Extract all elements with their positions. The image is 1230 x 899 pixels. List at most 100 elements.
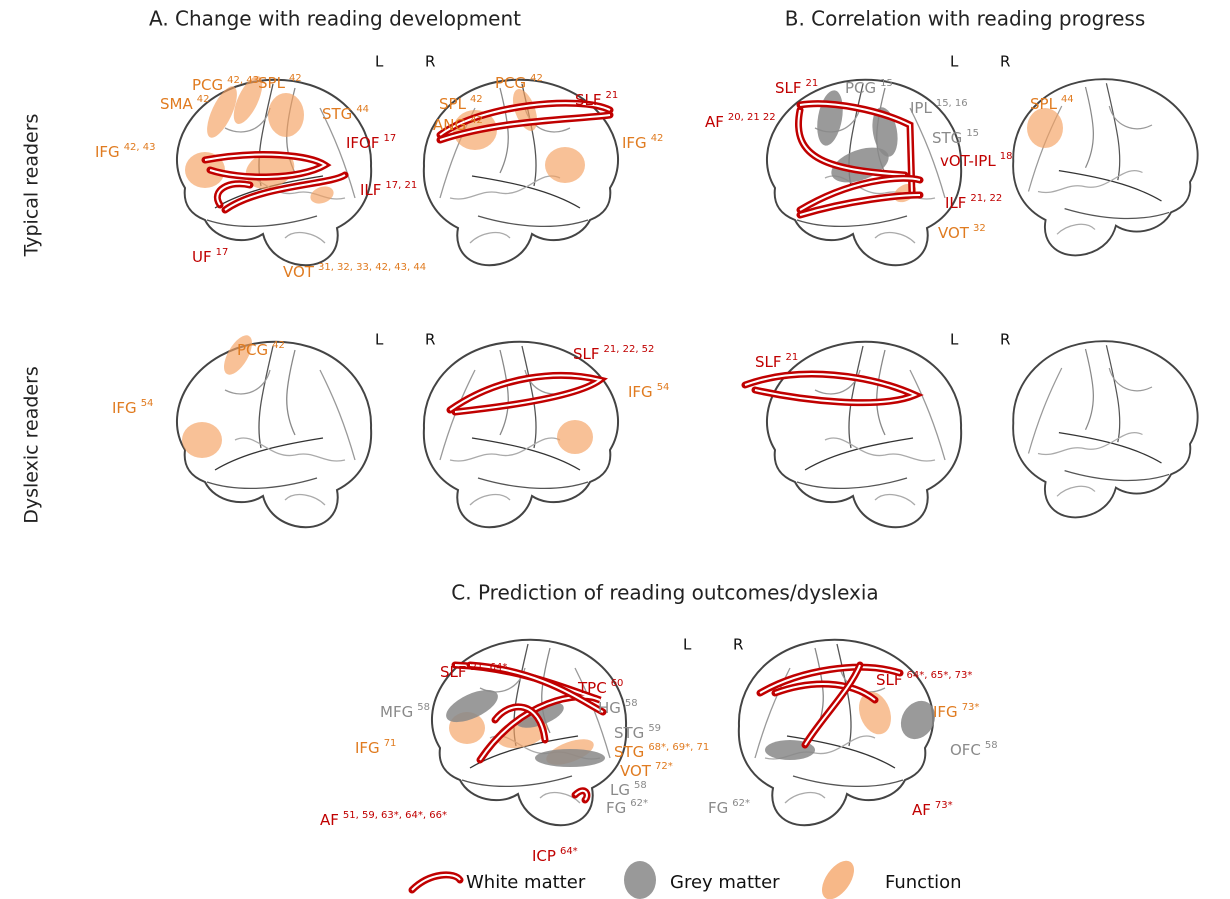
hemisphere-label: R <box>1000 331 1010 349</box>
region-label: MFG58 <box>380 702 430 721</box>
region-name: IPL <box>910 99 932 117</box>
region-name: SPL <box>1030 95 1058 113</box>
reference: 21, 22 <box>970 193 1002 204</box>
region-name: HG <box>598 699 621 717</box>
function-area <box>545 147 585 183</box>
reference: 72* <box>655 761 673 772</box>
reference: 42 <box>470 94 483 105</box>
reference: 44 <box>356 104 369 115</box>
reference: 54 <box>141 398 154 409</box>
region-name: SLF <box>575 91 602 109</box>
reference: 58 <box>625 698 638 709</box>
legend-grey <box>624 861 656 899</box>
region-name: SLF <box>573 345 600 363</box>
region-name: SPL <box>439 95 467 113</box>
region-name: STG <box>322 105 352 123</box>
region-label: IFOF17 <box>346 133 396 152</box>
reference: 15 <box>880 78 893 89</box>
region-label: STG 15 <box>932 128 979 147</box>
region-name: PCG <box>495 74 526 92</box>
region-name: IFG <box>355 739 380 757</box>
region-label: SLF 21, 22, 52 <box>573 344 654 363</box>
function-area <box>1027 108 1063 148</box>
region-label: IFG 71 <box>355 738 396 757</box>
reference: 64*, 65*, 73* <box>907 670 973 681</box>
reference: 32 <box>973 223 986 234</box>
region-name: IFG <box>933 703 958 721</box>
reference: 71 <box>384 738 397 749</box>
region-label: IFG 42 <box>622 133 663 152</box>
region-name: SLF <box>440 663 467 681</box>
region-name: VOT <box>283 263 315 281</box>
region-name: STG <box>614 724 644 742</box>
region-name: FG <box>606 799 626 817</box>
region-label: IFG 73* <box>933 702 979 721</box>
reference: 20, 21 22 <box>728 112 776 123</box>
reference: 31, 32, 33, 42, 43, 44 <box>318 262 426 273</box>
legend-function <box>816 855 861 899</box>
grey-matter <box>535 749 605 767</box>
region-label: VOT31, 32, 33, 42, 43, 44 <box>283 262 426 281</box>
region-label: AF 20, 21 22 <box>705 112 776 131</box>
region-name: ANG <box>433 116 466 134</box>
reference: 42 <box>289 73 302 84</box>
region-name: VOT <box>938 224 970 242</box>
reference: 64* <box>560 846 578 857</box>
legend-label: Function <box>885 872 962 893</box>
function-area <box>182 422 222 458</box>
region-label: STG68*, 69*, 71 <box>614 742 709 761</box>
brain-outline <box>1013 341 1197 517</box>
panel-title: B. Correlation with reading progress <box>785 7 1146 31</box>
figure: A. Change with reading development B. Co… <box>0 0 1230 899</box>
function-area <box>268 93 304 137</box>
function-area <box>557 420 593 454</box>
reference: 42 <box>530 73 543 84</box>
reference: 21, 22, 52 <box>604 344 655 355</box>
region-name: FG <box>708 799 728 817</box>
reference: 17 <box>216 247 229 258</box>
region-label: STG 59 <box>614 723 661 742</box>
region-name: SLF <box>876 671 903 689</box>
region-name: SMA <box>160 95 193 113</box>
region-name: UF <box>192 248 212 266</box>
region-name: STG <box>614 743 644 761</box>
region-name: AF <box>912 801 931 819</box>
reference: 51, 59, 63*, 64*, 66* <box>343 810 447 821</box>
reference: 17 <box>384 133 397 144</box>
region-name: AF <box>705 113 724 131</box>
region-label: SLF21 <box>575 90 618 109</box>
region-label: ILF 21, 22 <box>945 193 1002 212</box>
region-name: IFG <box>95 143 120 161</box>
region-name: SLF <box>755 353 782 371</box>
region-label: UF 17 <box>192 247 228 266</box>
region-label: AF51, 59, 63*, 64*, 66* <box>320 810 447 829</box>
reference: 15 <box>966 128 979 139</box>
row-label: Typical readers <box>21 114 43 258</box>
region-name: ILF <box>945 194 966 212</box>
region-name: IFG <box>112 399 137 417</box>
reference: 42 <box>651 133 664 144</box>
region-label: FG 62* <box>708 798 750 817</box>
region-name: VOT <box>620 762 652 780</box>
reference: 59 <box>648 723 661 734</box>
legend-label: Grey matter <box>670 872 780 893</box>
reference: 21 <box>806 78 819 89</box>
reference: 21 <box>786 352 799 363</box>
region-label: IFG42, 43 <box>95 142 156 161</box>
reference: 21, 64* <box>471 662 508 673</box>
region-name: STG <box>932 129 962 147</box>
region-name: IFG <box>622 134 647 152</box>
reference: 18 <box>1000 151 1013 162</box>
reference: 62* <box>732 798 750 809</box>
hemisphere-label: L <box>950 53 959 71</box>
region-name: SPL <box>258 74 286 92</box>
region-name: ICP <box>532 847 556 865</box>
reference: 58 <box>985 740 998 751</box>
region-label: LG58 <box>610 780 647 799</box>
reference: 73* <box>962 702 980 713</box>
region-name: PCG <box>845 79 876 97</box>
panel-title: A. Change with reading development <box>149 7 521 31</box>
reference: 44 <box>1061 94 1074 105</box>
